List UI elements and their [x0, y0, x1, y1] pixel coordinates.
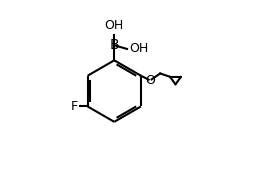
Text: OH: OH	[105, 19, 124, 31]
Text: OH: OH	[129, 42, 148, 55]
Text: O: O	[145, 74, 155, 87]
Text: F: F	[71, 100, 78, 113]
Text: B: B	[109, 38, 119, 52]
